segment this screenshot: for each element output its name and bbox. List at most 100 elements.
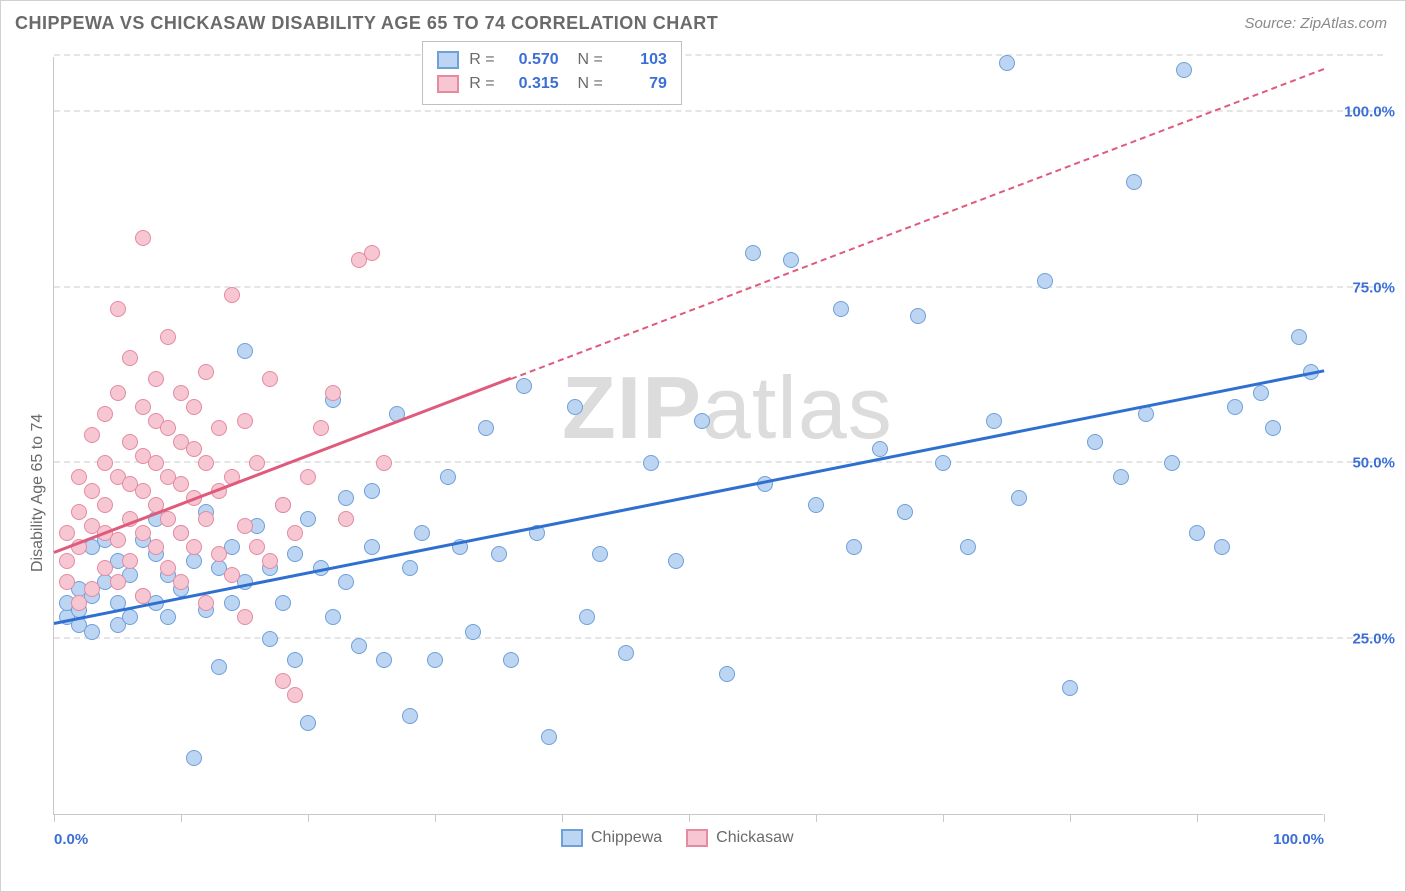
data-point	[516, 378, 532, 394]
data-point	[160, 560, 176, 576]
data-point	[414, 525, 430, 541]
data-point	[198, 364, 214, 380]
data-point	[186, 399, 202, 415]
data-point	[1189, 525, 1205, 541]
data-point	[1176, 62, 1192, 78]
data-point	[224, 287, 240, 303]
x-tick	[1070, 814, 1071, 822]
data-point	[135, 399, 151, 415]
data-point	[1011, 490, 1027, 506]
data-point	[491, 546, 507, 562]
data-point	[59, 553, 75, 569]
legend-swatch	[686, 829, 708, 847]
data-point	[668, 553, 684, 569]
x-tick	[562, 814, 563, 822]
data-point	[592, 546, 608, 562]
data-point	[1253, 385, 1269, 401]
data-point	[198, 455, 214, 471]
data-point	[325, 609, 341, 625]
gridline	[54, 286, 1383, 288]
data-point	[186, 539, 202, 555]
legend-r-value: 0.570	[505, 51, 559, 69]
x-tick	[308, 814, 309, 822]
data-point	[1214, 539, 1230, 555]
data-point	[364, 245, 380, 261]
data-point	[935, 455, 951, 471]
data-point	[694, 413, 710, 429]
data-point	[71, 469, 87, 485]
data-point	[313, 420, 329, 436]
data-point	[338, 511, 354, 527]
data-point	[745, 245, 761, 261]
legend-row: R =0.315 N =79	[437, 72, 667, 96]
y-tick-label: 25.0%	[1352, 630, 1395, 647]
data-point	[237, 518, 253, 534]
data-point	[478, 420, 494, 436]
data-point	[237, 343, 253, 359]
data-point	[211, 546, 227, 562]
data-point	[237, 413, 253, 429]
data-point	[122, 434, 138, 450]
watermark: ZIPatlas	[562, 357, 893, 459]
legend-swatch	[561, 829, 583, 847]
trend-line	[53, 377, 511, 554]
data-point	[351, 638, 367, 654]
data-point	[97, 406, 113, 422]
data-point	[719, 666, 735, 682]
data-point	[173, 385, 189, 401]
data-point	[262, 371, 278, 387]
data-point	[173, 574, 189, 590]
data-point	[376, 652, 392, 668]
gridline	[54, 110, 1383, 112]
legend-swatch	[437, 51, 459, 69]
data-point	[148, 371, 164, 387]
data-point	[300, 511, 316, 527]
data-point	[275, 595, 291, 611]
legend-r-label: R =	[469, 75, 494, 93]
x-tick-label: 0.0%	[54, 831, 88, 848]
x-tick	[816, 814, 817, 822]
data-point	[211, 659, 227, 675]
x-tick	[943, 814, 944, 822]
data-point	[986, 413, 1002, 429]
data-point	[110, 532, 126, 548]
data-point	[135, 483, 151, 499]
data-point	[833, 301, 849, 317]
data-point	[287, 546, 303, 562]
data-point	[427, 652, 443, 668]
data-point	[1126, 174, 1142, 190]
data-point	[440, 469, 456, 485]
data-point	[84, 624, 100, 640]
gridline	[54, 54, 1383, 56]
trend-line	[511, 68, 1325, 380]
data-point	[567, 399, 583, 415]
data-point	[224, 567, 240, 583]
data-point	[237, 609, 253, 625]
legend-n-value: 103	[613, 51, 667, 69]
watermark-bold: ZIP	[562, 358, 702, 457]
data-point	[97, 455, 113, 471]
data-point	[287, 525, 303, 541]
legend-r-label: R =	[469, 51, 494, 69]
y-tick-label: 100.0%	[1344, 104, 1395, 121]
data-point	[148, 539, 164, 555]
data-point	[897, 504, 913, 520]
legend-item: Chippewa	[561, 829, 662, 847]
data-point	[287, 687, 303, 703]
plot-area: ZIPatlas 25.0%50.0%75.0%100.0%0.0%100.0%…	[53, 57, 1323, 815]
legend-item-label: Chickasaw	[716, 829, 793, 847]
data-point	[97, 560, 113, 576]
data-point	[1062, 680, 1078, 696]
source-label: Source: ZipAtlas.com	[1244, 15, 1387, 32]
legend-n-label: N =	[569, 51, 603, 69]
x-tick-label: 100.0%	[1273, 831, 1324, 848]
data-point	[275, 497, 291, 513]
legend-item-label: Chippewa	[591, 829, 662, 847]
legend-n-value: 79	[613, 75, 667, 93]
y-tick-label: 50.0%	[1352, 455, 1395, 472]
watermark-light: atlas	[702, 358, 893, 457]
x-tick	[1197, 814, 1198, 822]
data-point	[1265, 420, 1281, 436]
data-point	[135, 525, 151, 541]
data-point	[300, 715, 316, 731]
